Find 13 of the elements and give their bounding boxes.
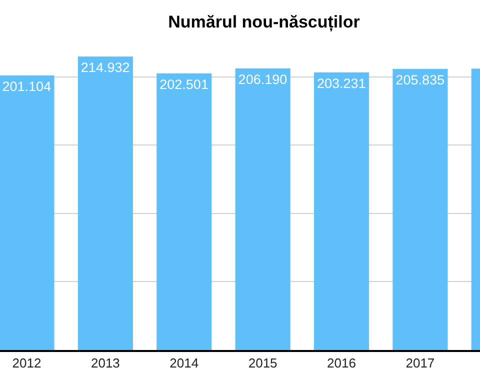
x-tick-label: 2014 xyxy=(170,355,199,370)
x-tick-label: 2017 xyxy=(406,355,435,370)
x-tick-label: 2016 xyxy=(327,355,356,370)
x-tick-label: 2012 xyxy=(12,355,42,370)
data-label: 214.932 xyxy=(80,60,130,76)
data-label: 202.501 xyxy=(160,76,208,92)
x-tick-label: 2015 xyxy=(248,355,278,370)
data-label: 203.231 xyxy=(316,76,366,91)
x-tick-label: 2013 xyxy=(90,355,120,370)
chart-title: Numărul nou-născuților xyxy=(168,12,360,32)
data-label: 205.835 xyxy=(396,72,445,88)
data-label: 201.104 xyxy=(2,78,52,94)
data-label: 206.190 xyxy=(238,72,288,87)
